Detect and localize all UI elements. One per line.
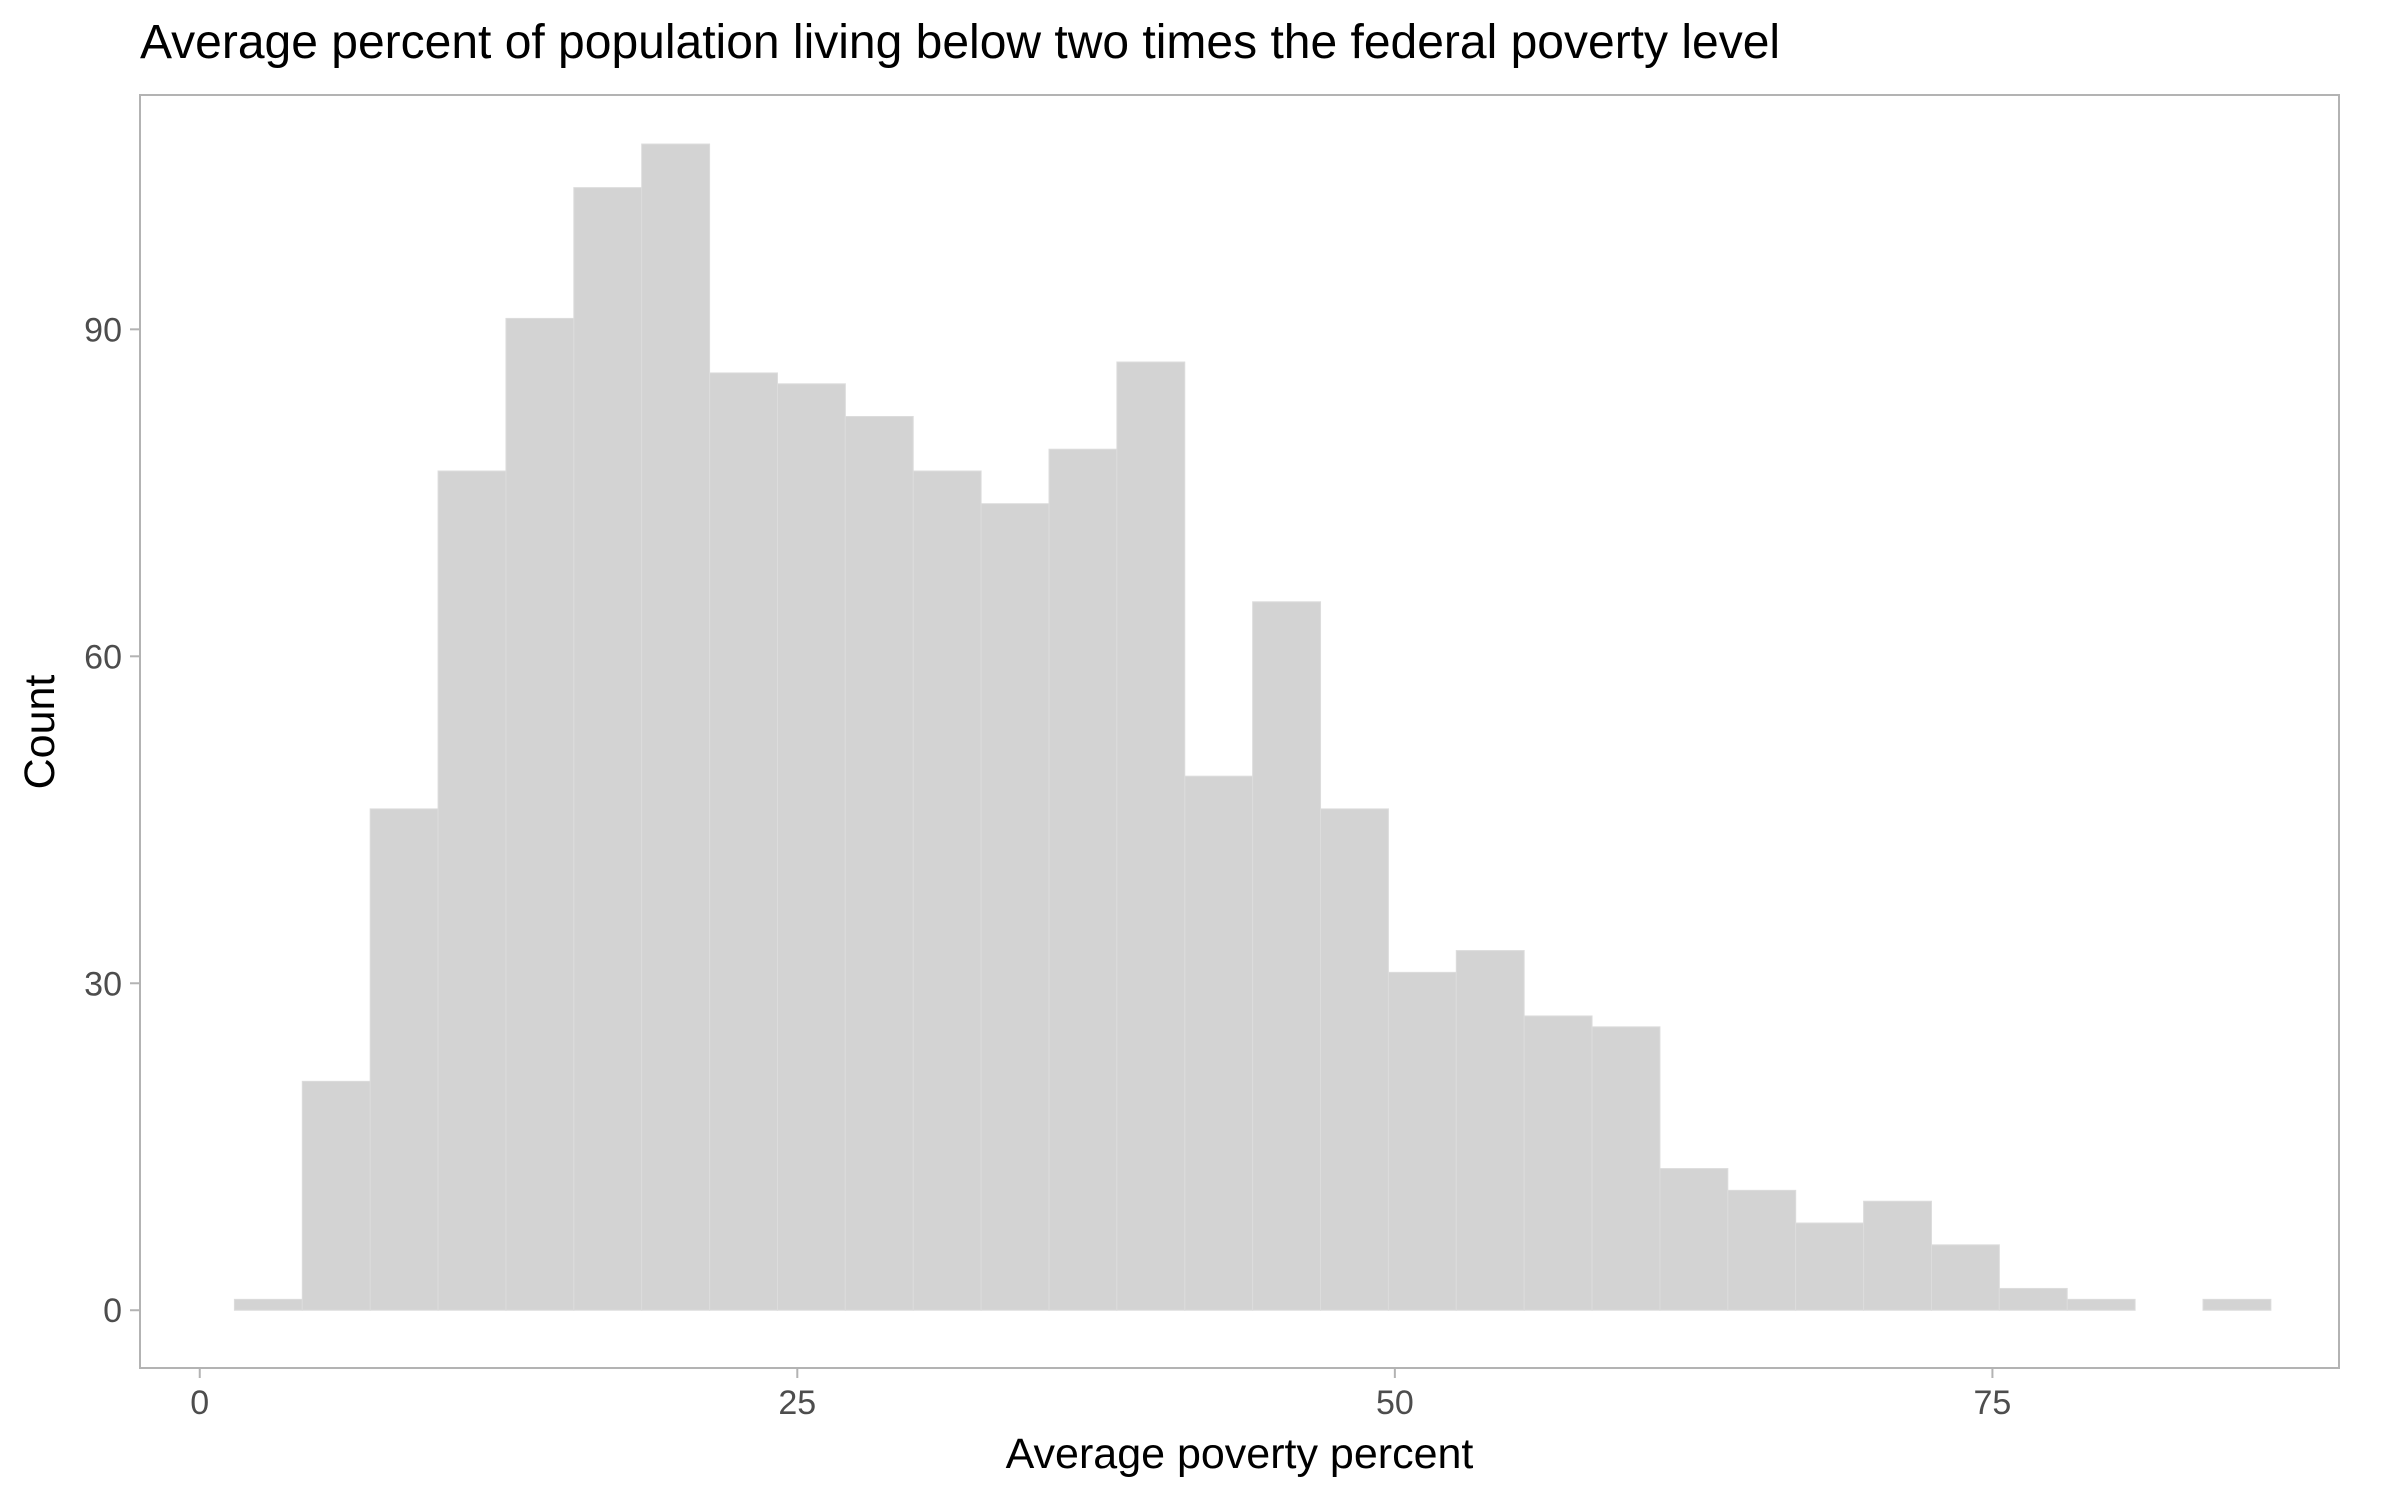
x-axis: 0 25 50 75: [190, 1368, 2011, 1422]
histogram-bar: [1184, 775, 1254, 1311]
histogram-bar: [980, 503, 1050, 1311]
histogram-bar: [1048, 448, 1118, 1311]
x-axis-title: Average poverty percent: [1006, 1430, 1474, 1478]
histogram-bar: [233, 1298, 303, 1311]
histogram-bar: [2202, 1298, 2272, 1311]
y-tick-label: 60: [84, 638, 122, 676]
histogram-bar: [1659, 1168, 1729, 1311]
histogram-bar: [301, 1080, 371, 1311]
histogram-bar: [1116, 361, 1186, 1311]
panel-border: [139, 94, 2340, 1369]
histogram-bar: [1252, 601, 1322, 1311]
x-tick-label: 0: [190, 1384, 209, 1422]
x-tick-label: 75: [1974, 1384, 2012, 1422]
histogram-bar: [1863, 1200, 1932, 1311]
histogram-bar: [709, 372, 778, 1311]
histogram-bar: [1591, 1026, 1661, 1311]
histogram-bar: [1320, 808, 1389, 1311]
y-tick-label: 30: [84, 965, 122, 1003]
histogram-bar: [505, 317, 575, 1311]
histogram-bar: [369, 808, 439, 1311]
histogram-bar: [776, 383, 846, 1311]
y-tick-label: 0: [103, 1292, 122, 1330]
histogram-bar: [1523, 1015, 1593, 1311]
histogram-bar: [1930, 1244, 2000, 1311]
histogram-bar: [844, 416, 914, 1311]
chart-title: Average percent of population living bel…: [140, 16, 1780, 69]
histogram-bar: [1795, 1222, 1865, 1311]
y-axis-title: Count: [16, 675, 64, 790]
y-tick-label: 90: [84, 311, 122, 349]
histogram-bar: [1455, 950, 1525, 1311]
histogram-bar: [437, 470, 507, 1311]
histogram-bar: [2066, 1298, 2136, 1311]
histogram-bar: [1998, 1287, 2068, 1311]
x-tick-label: 50: [1376, 1384, 1414, 1422]
histogram-bar: [1387, 971, 1457, 1311]
histogram-bars: [233, 143, 2272, 1311]
histogram-bar: [641, 143, 711, 1311]
x-tick-label: 25: [778, 1384, 816, 1422]
histogram-bar: [1727, 1189, 1797, 1311]
y-axis: 0 30 60 90: [84, 311, 140, 1330]
histogram-bar: [573, 187, 643, 1311]
histogram-bar: [912, 470, 982, 1311]
